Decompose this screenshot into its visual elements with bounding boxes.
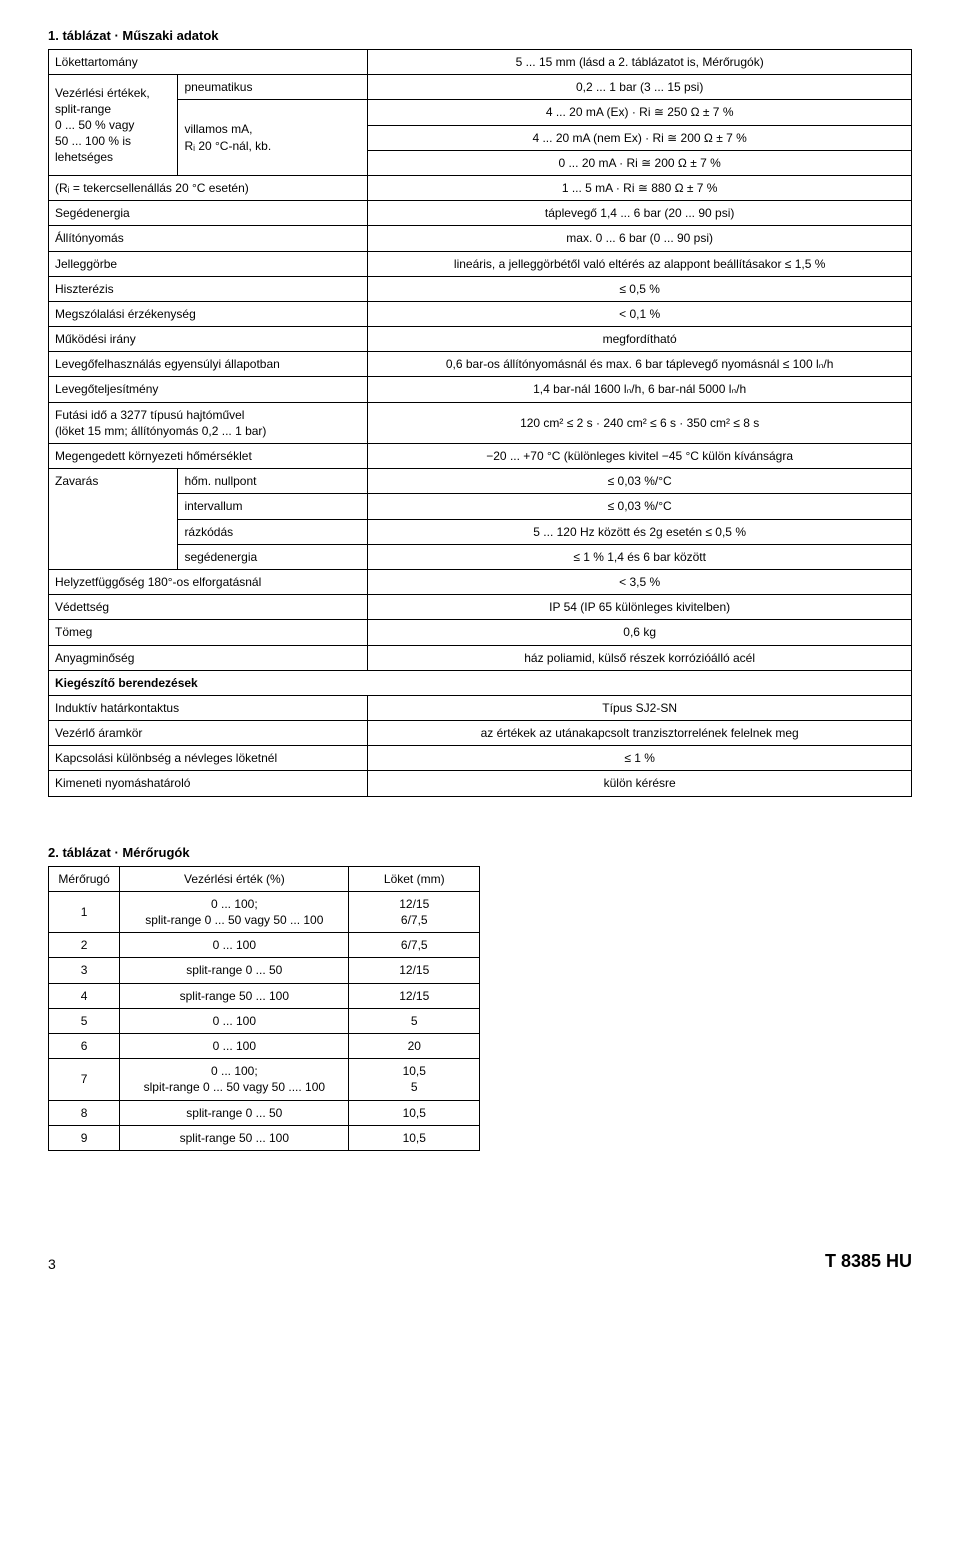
row-label: Kapcsolási különbség a névleges löketnél — [49, 746, 368, 771]
row-label: Zavarás — [49, 469, 178, 570]
row-value: táplevegő 1,4 ... 6 bar (20 ... 90 psi) — [368, 201, 912, 226]
row-sublabel: hőm. nullpont — [178, 469, 368, 494]
row-value: 1 ... 5 mA · Ri ≅ 880 Ω ± 7 % — [368, 175, 912, 200]
row-value: −20 ... +70 °C (különleges kivitel −45 °… — [368, 444, 912, 469]
row-sublabel: segédenergia — [178, 544, 368, 569]
springs-table: Mérőrugó Vezérlési érték (%) Löket (mm) … — [48, 866, 480, 1151]
row-section-header: Kiegészítő berendezések — [49, 670, 912, 695]
row-label: Megszólalási érzékenység — [49, 301, 368, 326]
row-value: lineáris, a jelleggörbétől való eltérés … — [368, 251, 912, 276]
col-header: Löket (mm) — [349, 866, 480, 891]
row-label: Tömeg — [49, 620, 368, 645]
row-value: max. 0 ... 6 bar (0 ... 90 psi) — [368, 226, 912, 251]
table-row: 60 ... 10020 — [49, 1033, 480, 1058]
row-value: 0,6 kg — [368, 620, 912, 645]
row-value: ≤ 1 % 1,4 és 6 bar között — [368, 544, 912, 569]
table-row: 4split-range 50 ... 10012/15 — [49, 983, 480, 1008]
table-row: 20 ... 1006/7,5 — [49, 933, 480, 958]
row-value: 5 ... 120 Hz között és 2g esetén ≤ 0,5 % — [368, 519, 912, 544]
row-value: < 3,5 % — [368, 569, 912, 594]
row-label: Állítónyomás — [49, 226, 368, 251]
row-label: Lökettartomány — [49, 50, 368, 75]
table-row: 3split-range 0 ... 5012/15 — [49, 958, 480, 983]
row-value: ház poliamid, külső részek korrózióálló … — [368, 645, 912, 670]
row-label: Levegőfelhasználás egyensúlyi állapotban — [49, 352, 368, 377]
row-value: az értékek az utánakapcsolt tranzisztorr… — [368, 721, 912, 746]
row-label: Védettség — [49, 595, 368, 620]
col-header: Vezérlési érték (%) — [120, 866, 349, 891]
table-row: 1 0 ... 100; split-range 0 ... 50 vagy 5… — [49, 891, 480, 932]
row-label: Levegőteljesítmény — [49, 377, 368, 402]
row-label: Megengedett környezeti hőmérséklet — [49, 444, 368, 469]
row-value: 5 ... 15 mm (lásd a 2. táblázatot is, Mé… — [368, 50, 912, 75]
row-value: megfordítható — [368, 327, 912, 352]
row-value: ≤ 0,03 %/°C — [368, 494, 912, 519]
page-number: 3 — [48, 1256, 56, 1272]
table-row: 8split-range 0 ... 5010,5 — [49, 1100, 480, 1125]
row-label: Kimeneti nyomáshatároló — [49, 771, 368, 796]
row-label: Vezérlési értékek, split-range 0 ... 50 … — [49, 75, 178, 176]
row-value: ≤ 1 % — [368, 746, 912, 771]
row-value: 4 ... 20 mA (nem Ex) · Ri ≅ 200 Ω ± 7 % — [368, 125, 912, 150]
table2-title: 2. táblázat · Mérőrugók — [48, 845, 912, 860]
technical-data-table: Lökettartomány 5 ... 15 mm (lásd a 2. tá… — [48, 49, 912, 797]
row-label: (Rᵢ = tekercsellenállás 20 °C esetén) — [49, 175, 368, 200]
row-sublabel: villamos mA, Rᵢ 20 °C-nál, kb. — [178, 100, 368, 176]
table1-title: 1. táblázat · Műszaki adatok — [48, 28, 912, 43]
row-value: 0,2 ... 1 bar (3 ... 15 psi) — [368, 75, 912, 100]
col-header: Mérőrugó — [49, 866, 120, 891]
row-sublabel: pneumatikus — [178, 75, 368, 100]
row-value: 0,6 bar-os állítónyomásnál és max. 6 bar… — [368, 352, 912, 377]
row-value: 1,4 bar-nál 1600 lₙ/h, 6 bar-nál 5000 lₙ… — [368, 377, 912, 402]
row-label: Anyagminőség — [49, 645, 368, 670]
row-label: Vezérlő áramkör — [49, 721, 368, 746]
table-row: 7 0 ... 100; slpit-range 0 ... 50 vagy 5… — [49, 1059, 480, 1100]
row-label: Hiszterézis — [49, 276, 368, 301]
table-row: 9split-range 50 ... 10010,5 — [49, 1125, 480, 1150]
row-value: ≤ 0,5 % — [368, 276, 912, 301]
row-label: Induktív határkontaktus — [49, 695, 368, 720]
row-value: < 0,1 % — [368, 301, 912, 326]
row-label: Működési irány — [49, 327, 368, 352]
row-label: Segédenergia — [49, 201, 368, 226]
row-value: 0 ... 20 mA · Ri ≅ 200 Ω ± 7 % — [368, 150, 912, 175]
row-value: 4 ... 20 mA (Ex) · Ri ≅ 250 Ω ± 7 % — [368, 100, 912, 125]
table-row: 50 ... 1005 — [49, 1008, 480, 1033]
row-sublabel: rázkódás — [178, 519, 368, 544]
row-value: ≤ 0,03 %/°C — [368, 469, 912, 494]
row-value: Típus SJ2-SN — [368, 695, 912, 720]
row-value: külön kérésre — [368, 771, 912, 796]
row-label: Futási idő a 3277 típusú hajtóművel (lök… — [49, 402, 368, 443]
row-label: Helyzetfüggőség 180°-os elforgatásnál — [49, 569, 368, 594]
row-value: 120 cm² ≤ 2 s · 240 cm² ≤ 6 s · 350 cm² … — [368, 402, 912, 443]
row-sublabel: intervallum — [178, 494, 368, 519]
row-value: IP 54 (IP 65 különleges kivitelben) — [368, 595, 912, 620]
row-label: Jelleggörbe — [49, 251, 368, 276]
document-code: T 8385 HU — [825, 1251, 912, 1272]
